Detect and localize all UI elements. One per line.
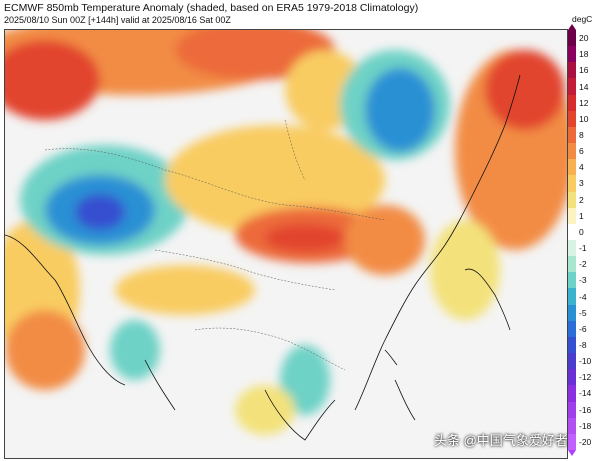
warm-west-siberia — [5, 40, 100, 120]
colorbar-tick-label: -3 — [579, 275, 587, 286]
colorbar-segment — [568, 175, 576, 193]
colorbar-segment — [568, 191, 576, 209]
cold-northeast — [365, 68, 435, 152]
colorbar-tick-label: 1 — [579, 210, 584, 221]
colorbar-tick-label: -20 — [579, 436, 592, 447]
colorbar-segment — [568, 433, 576, 451]
india-coast — [144, 359, 176, 411]
cool-south-asia — [110, 320, 160, 380]
colorbar-tick-label: -6 — [579, 323, 587, 334]
valid-time-subtitle: 2025/08/10 Sun 00Z [+144h] valid at 2025… — [4, 15, 231, 25]
strong-warm-north-china — [265, 224, 345, 252]
colorbar-tick-label: 6 — [579, 145, 584, 156]
colorbar-segment — [568, 256, 576, 273]
colorbar-segment — [568, 207, 576, 225]
colorbar-segment — [568, 94, 576, 112]
colorbar-tick-label: -18 — [579, 420, 592, 431]
colorbar-segment — [568, 240, 576, 257]
colorbar-segment — [568, 62, 576, 79]
mongolia-border — [284, 119, 306, 181]
colorbar-segment — [568, 304, 576, 322]
taiwan — [384, 349, 398, 366]
colorbar-segment — [568, 159, 576, 176]
mild-tibet — [115, 265, 255, 315]
watermark: 头条 @中国气象爱好者 — [434, 433, 568, 448]
colorbar — [568, 30, 576, 451]
colorbar-segment — [568, 126, 576, 144]
colorbar-tick-label: 4 — [579, 162, 584, 173]
colorbar-tick-label: -12 — [579, 372, 592, 383]
mild-indochina — [235, 385, 295, 435]
colorbar-tick-label: -1 — [579, 242, 587, 253]
map-canvas — [5, 30, 567, 458]
colorbar-tick-label: 12 — [579, 97, 589, 108]
colorbar-tick-label: 0 — [579, 226, 584, 237]
country-borders — [44, 119, 386, 371]
colorbar-tick-label: -8 — [579, 339, 587, 350]
colorbar-segment — [568, 272, 576, 289]
anomaly-map — [4, 29, 568, 459]
colorbar-segment — [568, 223, 576, 241]
colorbar-segment — [568, 46, 576, 63]
colorbar-segment — [568, 353, 576, 370]
colorbar-tick-label: 18 — [579, 48, 589, 59]
colorbar-tick-label: 10 — [579, 113, 589, 124]
colorbar-tick-label: 8 — [579, 129, 584, 140]
coastlines — [5, 74, 521, 441]
colorbar-segment — [568, 110, 576, 128]
colorbar-tick-label: -14 — [579, 388, 592, 399]
colorbar-tick-label: 2 — [579, 194, 584, 205]
colorbar-tick-label: -5 — [579, 307, 587, 318]
philippines — [394, 379, 416, 421]
colorbar-tick-label: -10 — [579, 355, 592, 366]
colorbar-segment — [568, 78, 576, 96]
mild-mongolia — [165, 125, 385, 235]
japan — [464, 268, 511, 331]
strong-warm-far-east — [485, 50, 565, 130]
colorbar-segment — [568, 143, 576, 160]
southern-border — [194, 327, 346, 371]
colorbar-units: degC — [572, 14, 593, 24]
colorbar-segment — [568, 320, 576, 338]
very-cold-core — [75, 194, 125, 230]
colorbar-segment — [568, 336, 576, 354]
colorbar-tick-label: -16 — [579, 404, 592, 415]
northern-border — [44, 148, 386, 221]
anomaly-shading — [5, 30, 567, 435]
west-coast — [5, 234, 126, 386]
far-east-coast — [444, 74, 521, 246]
colorbar-tick-label: -2 — [579, 258, 587, 269]
warm-northeast-china — [345, 205, 425, 275]
cool-indochina — [280, 345, 330, 415]
colorbar-tick-label: 3 — [579, 178, 584, 189]
central-border — [154, 249, 336, 291]
colorbar-tick-label: 20 — [579, 32, 589, 43]
warm-southwest — [5, 310, 85, 390]
colorbar-segment — [568, 30, 576, 47]
colorbar-top-arrow — [568, 24, 576, 30]
colorbar-segment — [568, 385, 576, 403]
colorbar-tick-label: 14 — [579, 81, 589, 92]
colorbar-segment — [568, 417, 576, 435]
indochina-coast — [264, 389, 336, 441]
colorbar-tick-label: 16 — [579, 65, 589, 76]
colorbar-segment — [568, 401, 576, 419]
china-coast — [354, 244, 446, 411]
colorbar-segment — [568, 288, 576, 306]
colorbar-segment — [568, 369, 576, 386]
colorbar-bottom-arrow — [568, 450, 576, 456]
colorbar-tick-label: -4 — [579, 291, 587, 302]
chart-title: ECMWF 850mb Temperature Anomaly (shaded,… — [4, 2, 419, 14]
